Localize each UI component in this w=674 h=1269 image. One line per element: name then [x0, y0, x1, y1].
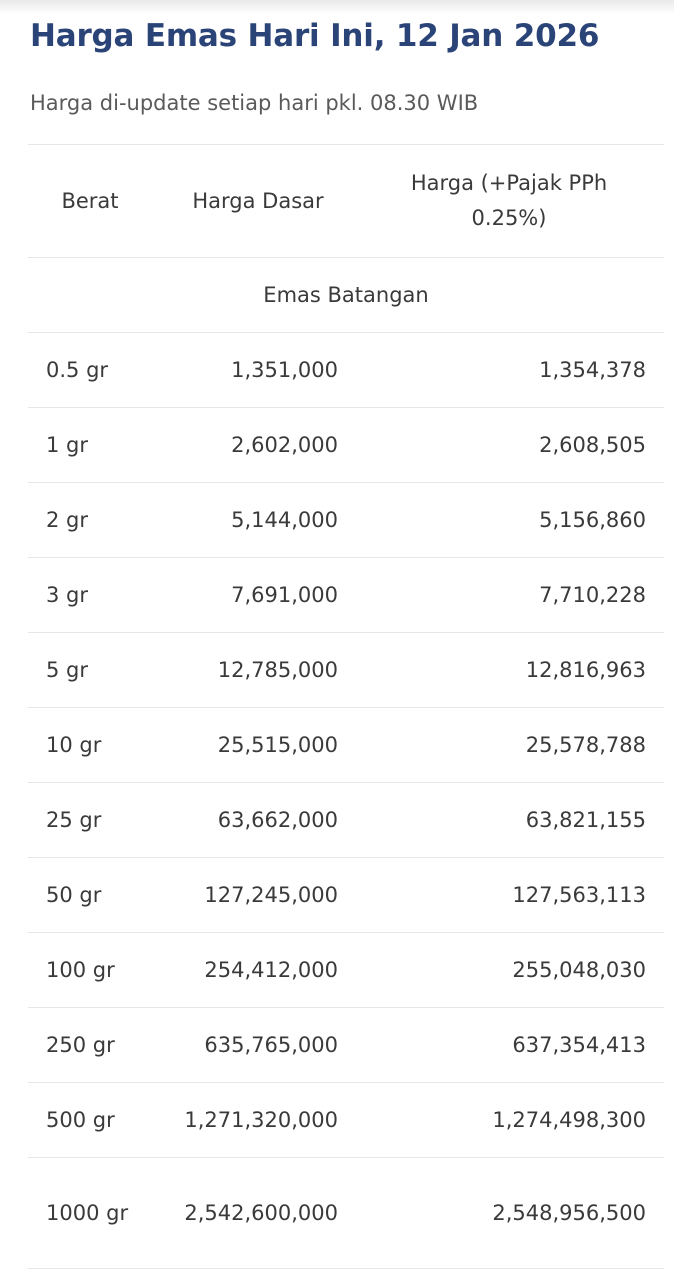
table-row: 100 gr 254,412,000 255,048,030 [28, 933, 664, 1008]
cell-berat: 3 gr [46, 583, 88, 607]
cell-harga-dasar: 5,144,000 [231, 508, 338, 532]
cell-berat: 10 gr [46, 733, 102, 757]
cell-berat: 1000 gr [46, 1201, 129, 1225]
gold-price-table: Berat Harga Dasar Harga (+Pajak PPh 0.25… [28, 144, 664, 1269]
table-row: 25 gr 63,662,000 63,821,155 [28, 783, 664, 858]
column-header-berat: Berat [61, 188, 119, 213]
cell-harga-dasar: 635,765,000 [204, 1033, 338, 1057]
cell-harga-pajak: 7,710,228 [539, 583, 646, 607]
cell-harga-dasar: 2,542,600,000 [184, 1201, 338, 1225]
cell-harga-dasar: 254,412,000 [204, 958, 338, 982]
cell-berat: 100 gr [46, 958, 115, 982]
table-row: 500 gr 1,271,320,000 1,274,498,300 [28, 1083, 664, 1158]
cell-harga-dasar: 1,271,320,000 [184, 1108, 338, 1132]
column-header-harga-dasar: Harga Dasar [192, 188, 324, 213]
cell-harga-pajak: 255,048,030 [512, 958, 646, 982]
table-row: 1 gr 2,602,000 2,608,505 [28, 408, 664, 483]
table-row: 50 gr 127,245,000 127,563,113 [28, 858, 664, 933]
table-row: 5 gr 12,785,000 12,816,963 [28, 633, 664, 708]
column-header-harga-pajak: Harga (+Pajak PPh 0.25%) [410, 171, 608, 230]
cell-harga-dasar: 7,691,000 [231, 583, 338, 607]
cell-berat: 500 gr [46, 1108, 115, 1132]
cell-harga-pajak: 1,274,498,300 [492, 1108, 646, 1132]
cell-harga-dasar: 25,515,000 [217, 733, 338, 757]
cell-harga-dasar: 2,602,000 [231, 433, 338, 457]
cell-harga-pajak: 127,563,113 [512, 883, 646, 907]
update-note: Harga di-update setiap hari pkl. 08.30 W… [30, 91, 479, 115]
cell-berat: 0.5 gr [46, 358, 109, 382]
cell-berat: 25 gr [46, 808, 102, 832]
cell-harga-dasar: 12,785,000 [217, 658, 338, 682]
cell-harga-pajak: 2,548,956,500 [492, 1201, 646, 1225]
section-emas-batangan: Emas Batangan [28, 258, 664, 333]
table-header: Berat Harga Dasar Harga (+Pajak PPh 0.25… [28, 145, 664, 258]
cell-berat: 250 gr [46, 1033, 115, 1057]
table-row: 2 gr 5,144,000 5,156,860 [28, 483, 664, 558]
cell-harga-dasar: 127,245,000 [204, 883, 338, 907]
cell-harga-pajak: 25,578,788 [525, 733, 646, 757]
cell-harga-dasar: 63,662,000 [217, 808, 338, 832]
cell-berat: 5 gr [46, 658, 88, 682]
cell-harga-pajak: 63,821,155 [525, 808, 646, 832]
cell-harga-pajak: 2,608,505 [539, 433, 646, 457]
cell-berat: 2 gr [46, 508, 88, 532]
cell-harga-pajak: 5,156,860 [539, 508, 646, 532]
table-row: 1000 gr 2,542,600,000 2,548,956,500 [28, 1158, 664, 1269]
top-shadow [0, 0, 674, 14]
page-title: Harga Emas Hari Ini, 12 Jan 2026 [30, 18, 600, 54]
cell-harga-pajak: 1,354,378 [539, 358, 646, 382]
table-row: 250 gr 635,765,000 637,354,413 [28, 1008, 664, 1083]
cell-harga-dasar: 1,351,000 [231, 358, 338, 382]
table-row: 10 gr 25,515,000 25,578,788 [28, 708, 664, 783]
table-body: 0.5 gr 1,351,000 1,354,378 1 gr 2,602,000 2,6… [28, 333, 664, 1269]
cell-harga-pajak: 637,354,413 [512, 1033, 646, 1057]
cell-berat: 1 gr [46, 433, 88, 457]
table-row: 0.5 gr 1,351,000 1,354,378 [28, 333, 664, 408]
cell-harga-pajak: 12,816,963 [525, 658, 646, 682]
cell-berat: 50 gr [46, 883, 102, 907]
table-row: 3 gr 7,691,000 7,710,228 [28, 558, 664, 633]
